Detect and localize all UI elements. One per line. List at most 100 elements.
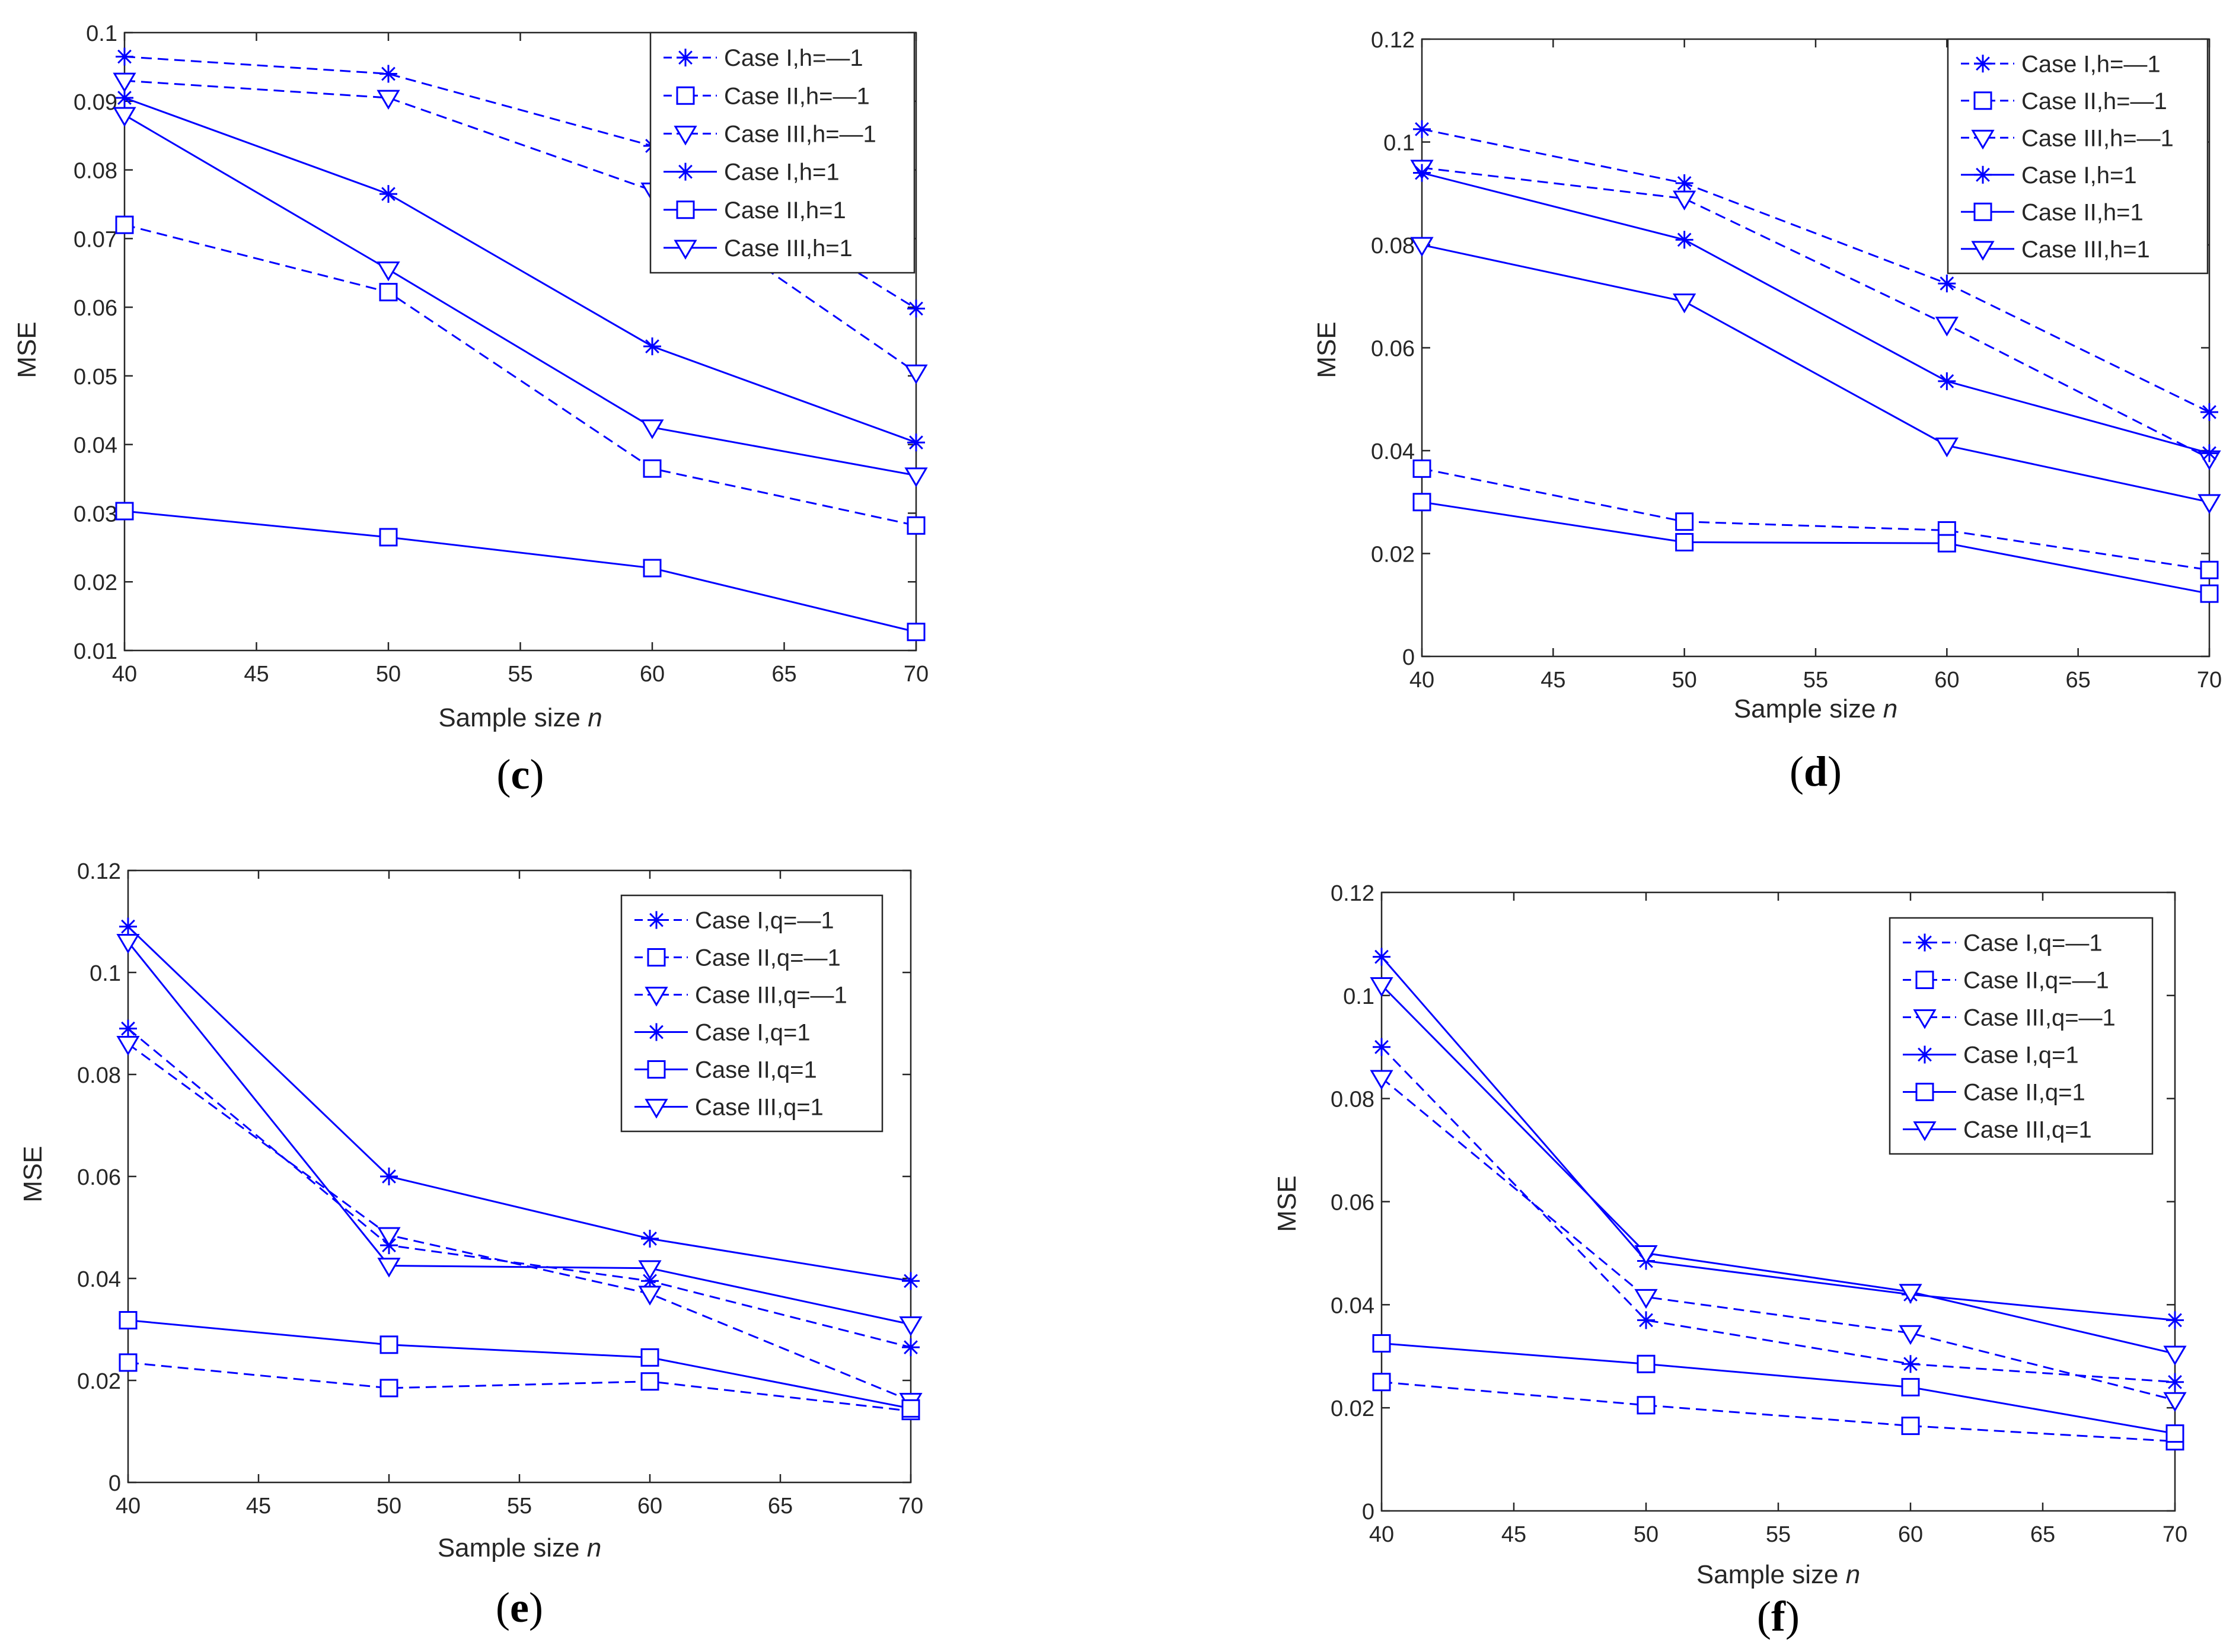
legend-marker [647, 1060, 666, 1079]
x-tick-label: 60 [1898, 1522, 1923, 1547]
legend-item: Case III,q=1 [1903, 1117, 2092, 1143]
series-line [1421, 128, 2210, 413]
legend-marker [1915, 971, 1934, 989]
legend-marker [677, 162, 694, 181]
legend-marker [1915, 1083, 1934, 1101]
legend-label: Case I,q=—1 [1963, 930, 2103, 956]
data-point [377, 1258, 401, 1278]
panel-label: (e) [496, 1584, 543, 1631]
data-point [638, 1286, 662, 1306]
x-tick-label: 45 [1540, 668, 1565, 693]
data-point [1637, 1396, 1656, 1415]
data-point [377, 261, 400, 282]
data-point [116, 934, 140, 954]
y-tick-label: 0.12 [1371, 28, 1415, 53]
x-tick-label: 45 [1501, 1522, 1526, 1547]
series-line [124, 224, 917, 527]
x-tick-label: 50 [377, 1494, 401, 1519]
data-point [2163, 1345, 2187, 1366]
series-5 [115, 502, 926, 642]
data-point [115, 215, 134, 234]
legend-label: Case II,q=—1 [1963, 968, 2109, 994]
legend-item: Case II,q=1 [1903, 1080, 2085, 1106]
y-tick-label: 0.08 [1371, 234, 1415, 259]
data-point [2200, 403, 2218, 421]
data-point [1413, 120, 1431, 138]
x-axis-label-text: Sample size [1734, 694, 1883, 723]
data-point [119, 1311, 138, 1330]
legend-marker [1913, 1009, 1937, 1029]
legend-marker [645, 987, 668, 1007]
data-point [379, 185, 397, 203]
x-axis-label: Sample size n [1734, 694, 1897, 723]
legend-label: Case III,q=1 [1963, 1117, 2092, 1143]
data-point [2166, 1311, 2184, 1329]
data-point [1675, 231, 1693, 249]
legend-marker [647, 948, 666, 967]
legend-marker [1973, 202, 1992, 221]
data-point [115, 502, 134, 521]
data-point [379, 1379, 398, 1398]
data-point [377, 90, 400, 110]
data-point [641, 1229, 659, 1248]
data-point [1370, 977, 1393, 997]
x-tick-label: 55 [1803, 668, 1828, 693]
series-line [127, 926, 911, 1282]
legend-marker [676, 200, 695, 219]
data-point [640, 1372, 659, 1391]
x-tick-label: 65 [2066, 668, 2091, 693]
data-point [380, 1168, 398, 1185]
data-point [901, 1399, 920, 1418]
data-point [1902, 1355, 1919, 1373]
x-tick-label: 55 [507, 1494, 532, 1519]
y-tick-label: 0.05 [74, 365, 117, 390]
series-1 [116, 47, 925, 318]
legend-box [1889, 917, 2154, 1155]
data-point [1935, 437, 1959, 458]
legend-label: Case II,q=1 [695, 1057, 817, 1083]
y-tick-label: 0.04 [77, 1267, 121, 1292]
legend-marker [648, 911, 665, 929]
series-5 [119, 1311, 920, 1418]
series-line [1421, 172, 2210, 454]
x-tick-label: 40 [112, 662, 137, 687]
legend-marker [674, 126, 697, 146]
legend-label: Case I,h=1 [2021, 162, 2137, 189]
series-line [1381, 1077, 2176, 1401]
series-6 [1370, 977, 2187, 1366]
legend-box [649, 31, 916, 274]
series-line [1421, 467, 2210, 571]
data-point [2165, 1424, 2184, 1443]
legend: Case I,h=—1 Case II,h=—1 Case III,h=—1 Case… [649, 31, 916, 274]
data-point [2166, 1373, 2184, 1391]
legend-marker [676, 86, 695, 105]
y-tick-label: 0.12 [77, 859, 121, 884]
data-point [1370, 1070, 1393, 1090]
y-tick-label: 0.1 [90, 961, 121, 986]
legend-label: Case III,q=1 [695, 1095, 824, 1121]
legend-marker [1913, 1121, 1937, 1141]
x-axis-label-text: Sample size [1696, 1560, 1846, 1589]
data-point [1935, 317, 1959, 337]
legend-label: Case II,h=—1 [2021, 88, 2167, 114]
legend-label: Case III,q=—1 [1963, 1005, 2116, 1031]
data-point [907, 516, 926, 535]
data-point [1937, 534, 1956, 553]
y-tick-label: 0.1 [86, 21, 117, 46]
data-point [1673, 294, 1696, 314]
x-axis-label-var: n [1846, 1560, 1860, 1589]
y-tick-label: 0.04 [1371, 439, 1415, 464]
legend-item: Case I,q=—1 [1903, 930, 2103, 956]
legend-item: Case III,q=—1 [634, 983, 847, 1009]
x-axis-label: Sample size n [438, 703, 602, 732]
legend-marker [648, 1023, 665, 1041]
y-tick-label: 0.08 [1331, 1087, 1374, 1112]
legend-marker [645, 1099, 668, 1119]
series-line [1421, 167, 2210, 460]
series-line [1421, 244, 2210, 503]
y-tick-label: 0.04 [1331, 1293, 1374, 1318]
data-point [1410, 237, 1434, 257]
data-point [113, 72, 136, 93]
legend-label: Case III,h=1 [724, 235, 853, 261]
